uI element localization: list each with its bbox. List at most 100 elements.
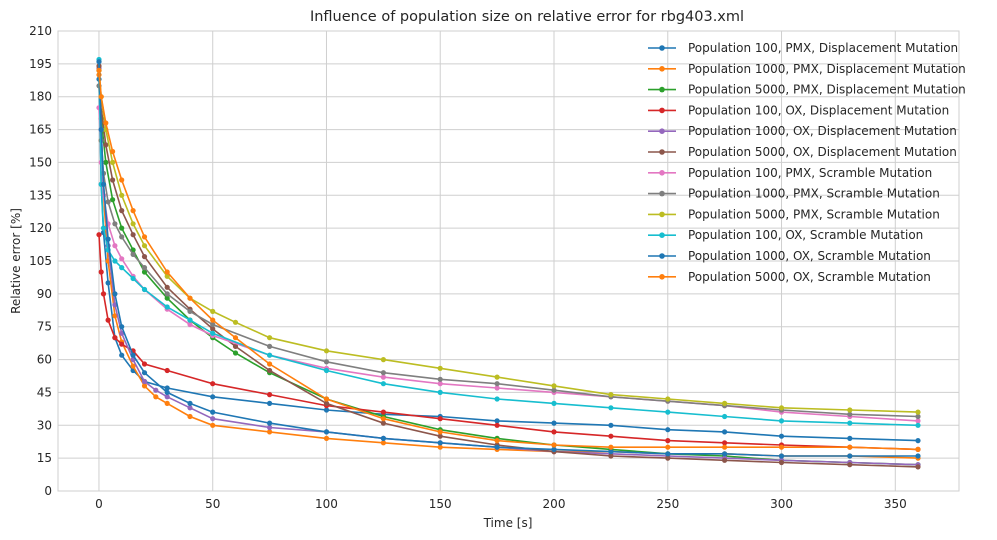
y-tick-label: 135 bbox=[29, 188, 52, 202]
data-point bbox=[494, 374, 500, 380]
y-tick-label: 75 bbox=[37, 320, 52, 334]
legend-swatch-marker bbox=[659, 149, 665, 155]
y-tick-label: 90 bbox=[37, 287, 52, 301]
legend-swatch-marker bbox=[659, 170, 665, 176]
legend-label: Population 100, PMX, Scramble Mutation bbox=[688, 166, 932, 180]
data-point bbox=[380, 440, 386, 446]
legend-item: Population 100, PMX, Displacement Mutati… bbox=[648, 41, 958, 55]
data-point bbox=[267, 392, 273, 398]
data-point bbox=[96, 59, 102, 65]
data-point bbox=[778, 444, 785, 450]
legend-item: Population 1000, PMX, Displacement Mutat… bbox=[648, 62, 966, 76]
data-point bbox=[437, 381, 443, 387]
data-point bbox=[437, 444, 443, 450]
data-point bbox=[232, 319, 239, 325]
data-point bbox=[267, 400, 273, 406]
data-point bbox=[267, 420, 273, 426]
series-10 bbox=[96, 56, 921, 428]
data-point bbox=[437, 433, 443, 439]
data-point bbox=[323, 400, 330, 406]
data-point bbox=[110, 197, 116, 203]
x-tick-labels: 0 50 100 150 200 250 300 350 bbox=[95, 497, 907, 511]
plot-frame bbox=[57, 30, 960, 492]
data-point bbox=[232, 343, 239, 349]
data-point bbox=[323, 429, 330, 435]
data-point bbox=[164, 400, 170, 406]
y-tick-label: 165 bbox=[29, 123, 52, 137]
data-point bbox=[608, 392, 614, 398]
data-point bbox=[119, 256, 125, 262]
series-12 bbox=[96, 67, 921, 452]
data-point bbox=[187, 321, 193, 328]
legend-item: Population 100, PMX, Scramble Mutation bbox=[648, 166, 932, 180]
data-point bbox=[380, 409, 386, 415]
data-point bbox=[210, 308, 216, 314]
legend-swatch-marker bbox=[659, 274, 665, 280]
data-point bbox=[380, 435, 386, 441]
data-point bbox=[153, 394, 159, 400]
data-point bbox=[847, 407, 853, 413]
data-point bbox=[551, 383, 557, 389]
data-point bbox=[164, 284, 170, 290]
data-point bbox=[164, 273, 170, 279]
data-point bbox=[847, 411, 853, 417]
data-point bbox=[100, 291, 107, 297]
data-point bbox=[98, 127, 104, 133]
legend-label: Population 1000, OX, Scramble Mutation bbox=[688, 249, 931, 263]
data-point bbox=[130, 221, 136, 227]
legend-label: Population 5000, PMX, Scramble Mutation bbox=[688, 207, 940, 221]
legend-swatch-marker bbox=[659, 253, 665, 259]
data-point bbox=[323, 367, 330, 374]
x-tick-label: 350 bbox=[884, 497, 907, 511]
data-point bbox=[110, 148, 116, 155]
legend-label: Population 5000, OX, Scramble Mutation bbox=[688, 270, 931, 284]
legend-label: Population 1000, PMX, Displacement Mutat… bbox=[688, 62, 966, 76]
data-point bbox=[380, 416, 386, 422]
data-point bbox=[164, 295, 170, 301]
series-line bbox=[98, 234, 919, 451]
data-point bbox=[100, 225, 107, 231]
data-point bbox=[323, 407, 330, 413]
data-point bbox=[608, 449, 614, 455]
legend-label: Population 5000, PMX, Displacement Mutat… bbox=[688, 83, 966, 97]
data-point bbox=[551, 420, 557, 426]
data-point bbox=[210, 321, 216, 328]
legend-item: Population 5000, OX, Scramble Mutation bbox=[648, 270, 931, 284]
data-point bbox=[494, 385, 500, 391]
legend: Population 100, PMX, Displacement Mutati… bbox=[648, 41, 966, 284]
legend-item: Population 5000, PMX, Displacement Mutat… bbox=[648, 83, 966, 97]
data-point bbox=[103, 159, 109, 165]
data-point bbox=[187, 295, 193, 301]
data-point bbox=[915, 453, 921, 459]
data-point bbox=[187, 405, 193, 411]
data-point bbox=[267, 424, 273, 431]
data-point bbox=[112, 221, 118, 227]
y-tick-label: 30 bbox=[37, 418, 52, 432]
data-point bbox=[187, 400, 193, 406]
legend-item: Population 100, OX, Scramble Mutation bbox=[648, 228, 923, 242]
legend-swatch-marker bbox=[659, 107, 665, 114]
data-point bbox=[130, 251, 136, 257]
data-point bbox=[141, 378, 148, 385]
data-point bbox=[437, 416, 443, 422]
data-point bbox=[119, 265, 125, 271]
data-point bbox=[119, 177, 125, 183]
data-point bbox=[778, 433, 785, 439]
series-8 bbox=[96, 83, 921, 420]
data-point bbox=[551, 446, 557, 452]
data-point bbox=[915, 418, 921, 424]
chart-title: Influence of population size on relative… bbox=[310, 9, 744, 25]
data-point bbox=[722, 457, 728, 463]
data-point bbox=[494, 438, 500, 444]
data-point bbox=[141, 361, 148, 367]
data-point bbox=[119, 352, 125, 358]
data-point bbox=[722, 413, 728, 420]
data-point bbox=[232, 350, 239, 356]
x-tick-label: 250 bbox=[656, 497, 679, 511]
x-tick-label: 150 bbox=[429, 497, 452, 511]
data-point bbox=[608, 444, 614, 450]
data-point bbox=[437, 365, 443, 371]
data-point bbox=[112, 335, 118, 341]
data-point bbox=[141, 383, 148, 389]
y-tick-label: 210 bbox=[29, 24, 52, 38]
